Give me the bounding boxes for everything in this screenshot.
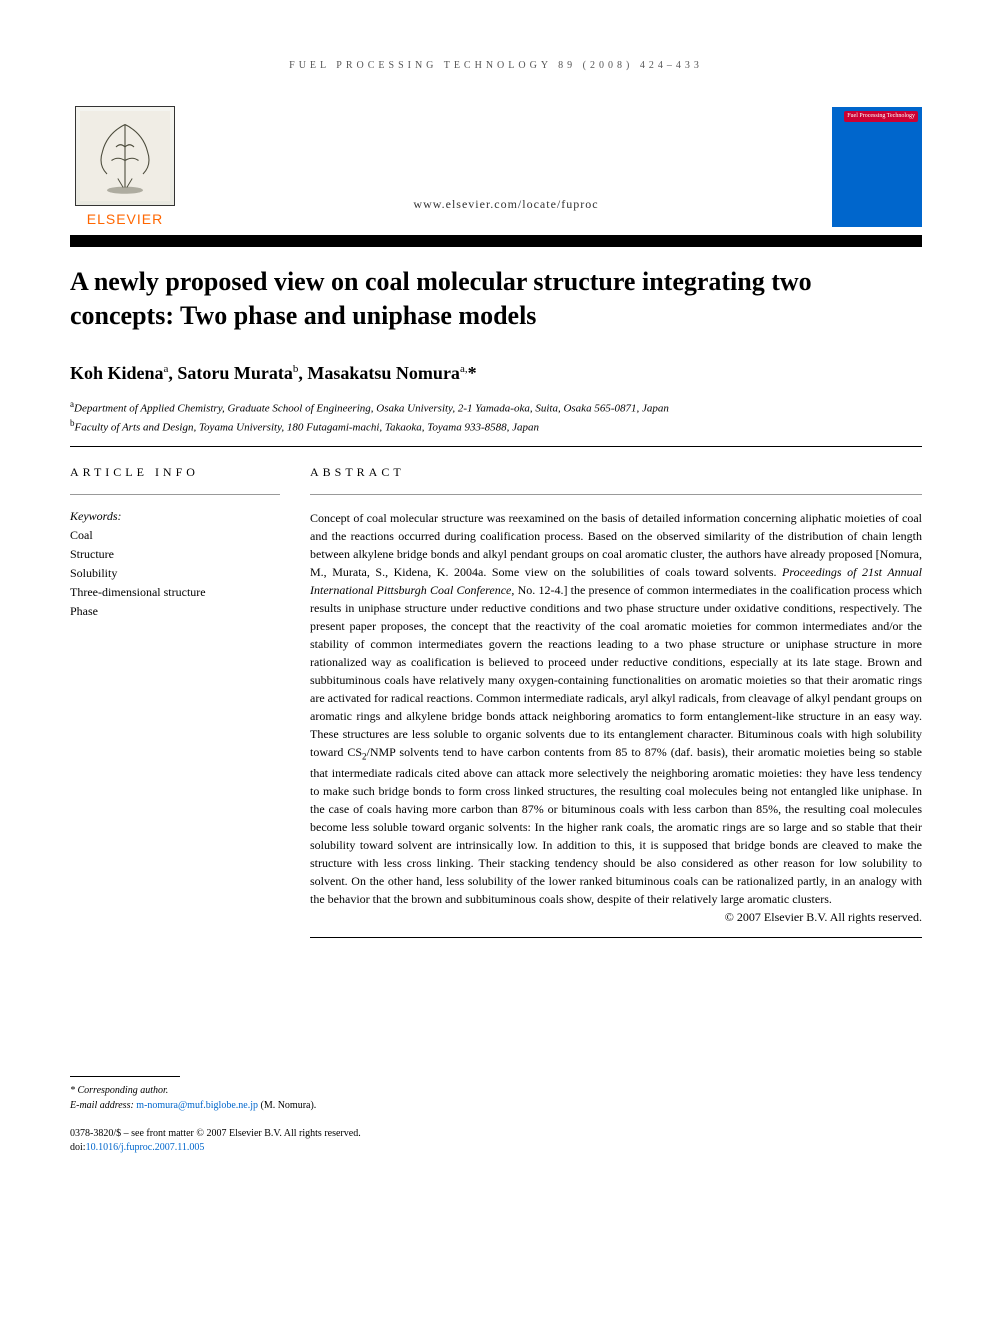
keywords-list: CoalStructureSolubilityThree-dimensional… <box>70 526 280 622</box>
keyword-item: Coal <box>70 526 280 545</box>
abstract-header: ABSTRACT <box>310 465 922 480</box>
doi-label: doi: <box>70 1142 86 1153</box>
elsevier-tree-icon <box>75 106 175 206</box>
abstract-column: ABSTRACT Concept of coal molecular struc… <box>310 465 922 956</box>
front-matter-line: 0378-3820/$ – see front matter © 2007 El… <box>70 1127 922 1141</box>
article-info-header: ARTICLE INFO <box>70 465 280 480</box>
footer-divider <box>70 1076 180 1077</box>
keyword-item: Solubility <box>70 564 280 583</box>
divider <box>70 446 922 447</box>
site-url[interactable]: www.elsevier.com/locate/fuproc <box>413 197 598 212</box>
divider <box>310 937 922 938</box>
keyword-item: Structure <box>70 545 280 564</box>
article-title: A newly proposed view on coal molecular … <box>70 265 922 333</box>
front-matter: 0378-3820/$ – see front matter © 2007 El… <box>70 1127 922 1155</box>
affiliation-a: aDepartment of Applied Chemistry, Gradua… <box>70 398 922 417</box>
doi-link[interactable]: 10.1016/j.fuproc.2007.11.005 <box>86 1142 205 1153</box>
email-suffix: (M. Nomura). <box>260 1100 316 1111</box>
corresponding-author-label: * Corresponding author. <box>70 1085 168 1096</box>
running-header: FUEL PROCESSING TECHNOLOGY 89 (2008) 424… <box>70 60 922 71</box>
footer: * Corresponding author. E-mail address: … <box>70 1076 922 1155</box>
divider-thin <box>310 494 922 495</box>
journal-cover-badge: Fuel Processing Technology <box>844 111 918 122</box>
article-info-column: ARTICLE INFO Keywords: CoalStructureSolu… <box>70 465 280 956</box>
header-row: ELSEVIER www.elsevier.com/locate/fuproc … <box>70 106 922 227</box>
publisher-name: ELSEVIER <box>70 211 180 227</box>
keyword-item: Three-dimensional structure <box>70 583 280 602</box>
copyright: © 2007 Elsevier B.V. All rights reserved… <box>310 910 922 925</box>
affiliations: aDepartment of Applied Chemistry, Gradua… <box>70 398 922 436</box>
authors: Koh Kidenaa, Satoru Muratab, Masakatsu N… <box>70 363 922 384</box>
title-separator-bar <box>70 235 922 247</box>
affiliation-b: bFaculty of Arts and Design, Toyama Univ… <box>70 417 922 436</box>
abstract-text: Concept of coal molecular structure was … <box>310 509 922 908</box>
email-link[interactable]: m-nomura@muf.biglobe.ne.jp <box>136 1100 258 1111</box>
divider-thin <box>70 494 280 495</box>
email-label: E-mail address: <box>70 1100 134 1111</box>
publisher-logo: ELSEVIER <box>70 106 180 227</box>
content-row: ARTICLE INFO Keywords: CoalStructureSolu… <box>70 465 922 956</box>
keywords-label: Keywords: <box>70 509 280 524</box>
keyword-item: Phase <box>70 602 280 621</box>
journal-cover: Fuel Processing Technology <box>832 107 922 227</box>
